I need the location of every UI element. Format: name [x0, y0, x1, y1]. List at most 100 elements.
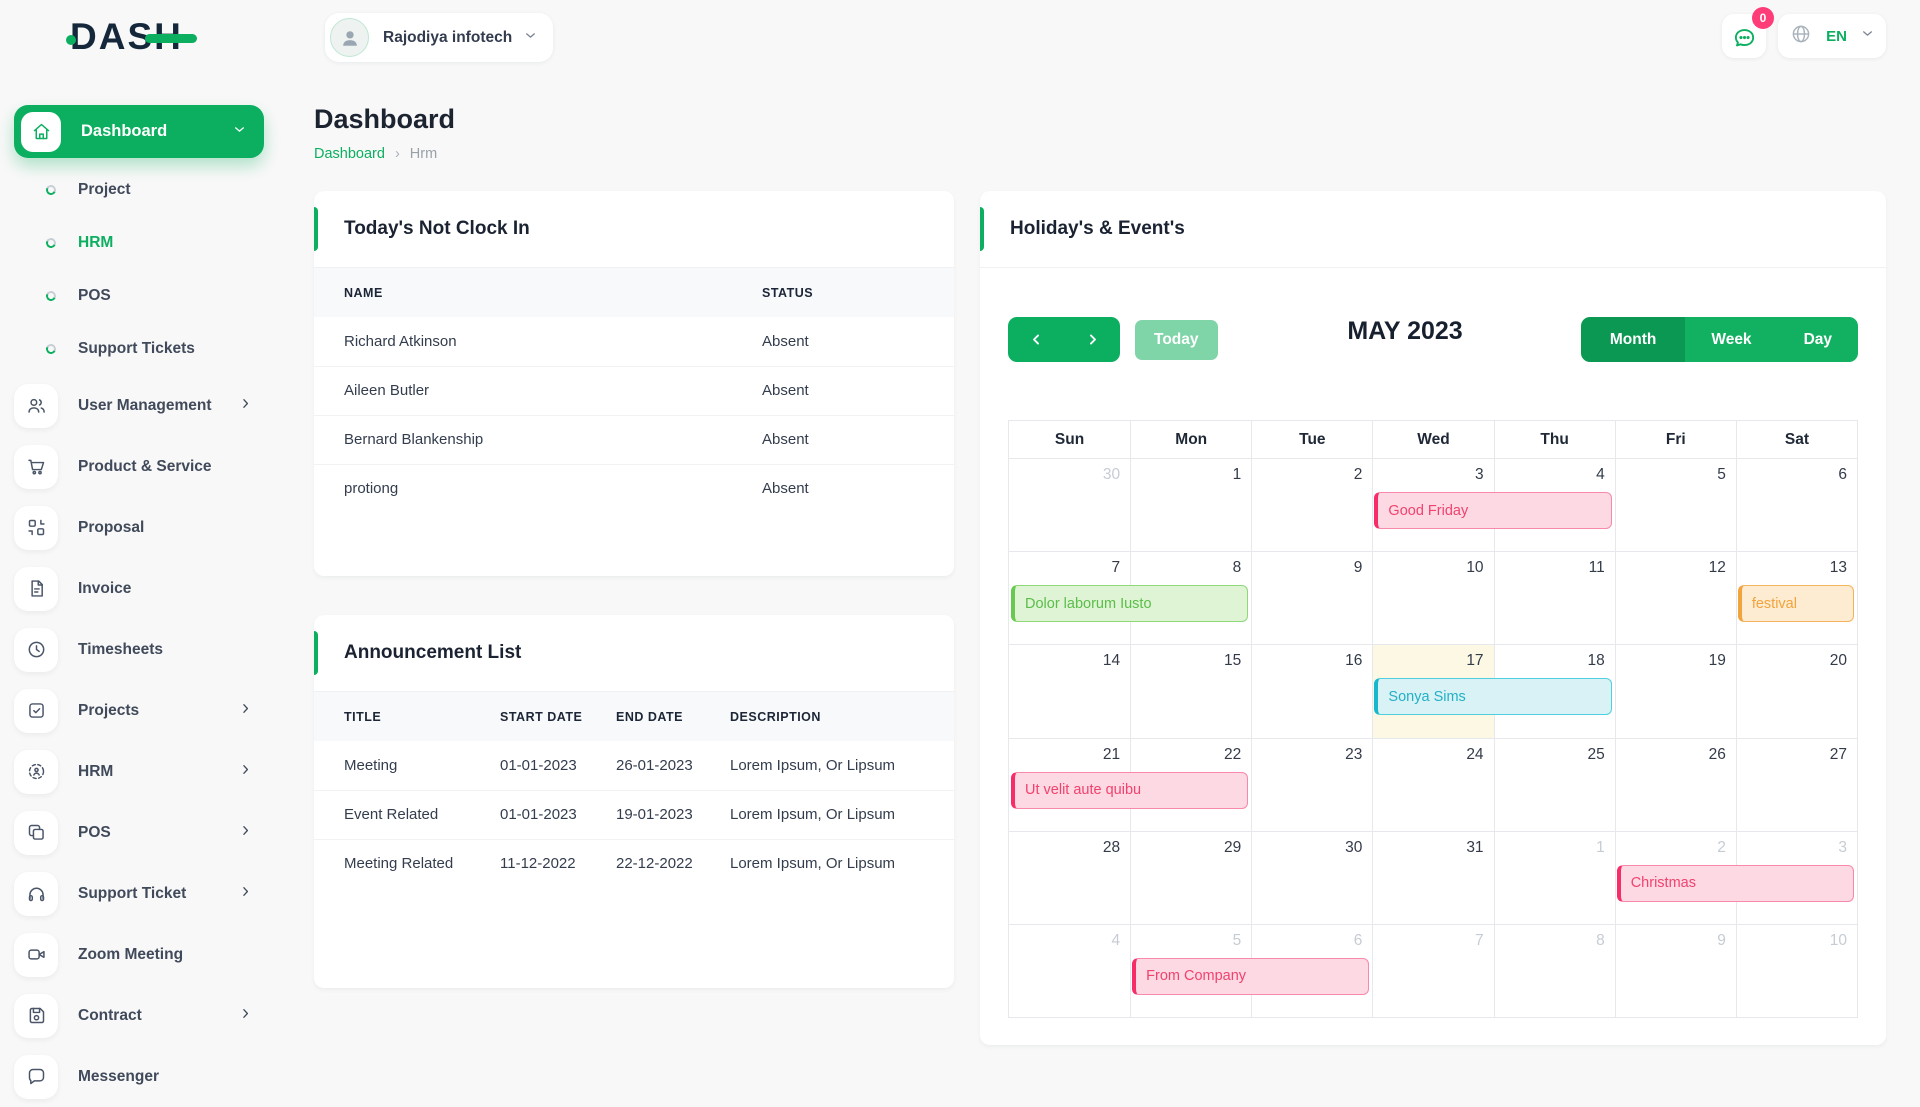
calendar-cell[interactable]: 2: [1251, 459, 1372, 552]
sidebar-item-support-tickets[interactable]: Support Tickets: [14, 322, 264, 375]
cart-icon: [14, 444, 58, 489]
calendar-cell[interactable]: 6: [1735, 459, 1857, 552]
table-cell: Bernard Blankenship: [314, 414, 762, 464]
calendar-cell[interactable]: 30: [1102, 466, 1121, 483]
calendar-cell[interactable]: 11: [1493, 552, 1615, 645]
view-tab-month[interactable]: Month: [1580, 317, 1686, 362]
company-avatar: [330, 18, 369, 57]
sidebar-item-hrm[interactable]: HRM: [14, 216, 264, 269]
prev-month-button[interactable]: [1008, 317, 1064, 362]
calendar-cell[interactable]: 10: [1735, 924, 1857, 1018]
view-tab-week[interactable]: Week: [1685, 317, 1778, 362]
calendar-cell[interactable]: 9: [1614, 924, 1736, 1018]
calendar-week-row: 21 22 23 24 25 26 27 Ut velit aute quibu: [1009, 738, 1857, 832]
notifications-button[interactable]: 0: [1722, 7, 1774, 58]
language-selector[interactable]: EN: [1778, 14, 1886, 58]
calendar-day-header: Thu: [1493, 421, 1615, 458]
calendar-week-row: 7 8 9 10 11 12 13 Dolor laborum Iusto festival: [1009, 552, 1857, 646]
chat-icon: [14, 1054, 58, 1099]
calendar-day-header: Fri: [1614, 421, 1736, 458]
sidebar-item-user-management[interactable]: User Management: [14, 375, 264, 436]
sidebar-item-proposal[interactable]: Proposal: [14, 497, 264, 558]
calendar-cell[interactable]: 1: [1130, 459, 1251, 552]
sidebar-item-projects[interactable]: Projects: [14, 680, 264, 741]
calendar-cell[interactable]: 16: [1251, 645, 1372, 738]
chevron-right-icon: [239, 885, 252, 903]
table-cell: Lorem Ipsum, Or Lipsum: [730, 756, 896, 774]
calendar-cell[interactable]: 26: [1614, 738, 1736, 831]
calendar-cell[interactable]: 28: [1102, 838, 1121, 856]
sidebar-item-invoice[interactable]: Invoice: [14, 558, 264, 619]
calendar-cell[interactable]: 8: [1493, 924, 1615, 1018]
sidebar-item-timesheets[interactable]: Timesheets: [14, 619, 264, 680]
calendar-cell[interactable]: 12: [1614, 552, 1736, 645]
home-icon: [21, 111, 61, 152]
calendar-cell[interactable]: 5: [1614, 459, 1736, 552]
calendar-event[interactable]: Good Friday: [1374, 492, 1612, 529]
sidebar-item-pos[interactable]: POS: [14, 269, 264, 322]
calendar-cell[interactable]: 20: [1735, 645, 1857, 738]
table-cell: Event Related: [314, 789, 500, 839]
card-title: Announcement List: [344, 642, 522, 663]
next-month-button[interactable]: [1064, 317, 1120, 362]
check-square-icon: [14, 688, 58, 733]
chevron-right-icon: [239, 763, 252, 781]
sidebar-item-messenger[interactable]: Messenger: [14, 1046, 264, 1107]
sidebar-item-support-ticket[interactable]: Support Ticket: [14, 863, 264, 924]
calendar-cell[interactable]: 25: [1493, 738, 1615, 831]
calendar-card: Holiday's & Event's Today MAY 2023 Month…: [980, 191, 1886, 1045]
table-row: protiong Absent: [314, 463, 954, 513]
table-cell: protiong: [314, 463, 762, 513]
breadcrumb: Dashboard › Hrm: [314, 146, 437, 162]
users-icon: [14, 383, 58, 428]
calendar-cell[interactable]: 7: [1372, 924, 1493, 1018]
calendar-event[interactable]: Christmas: [1616, 864, 1854, 902]
calendar-cell[interactable]: 29: [1130, 831, 1251, 924]
calendar-cell[interactable]: 13: [1735, 552, 1857, 645]
calendar-cell[interactable]: 24: [1372, 738, 1493, 831]
calendar-cell[interactable]: 31: [1372, 831, 1493, 924]
calendar-cell[interactable]: 3: [1372, 459, 1493, 552]
chevron-down-icon: [1861, 27, 1874, 45]
breadcrumb-root[interactable]: Dashboard: [314, 146, 385, 162]
chevron-down-icon: [233, 123, 246, 141]
column-header: START DATE: [500, 692, 616, 741]
calendar-event[interactable]: Dolor laborum Iusto: [1011, 585, 1249, 623]
calendar-cell[interactable]: 9: [1251, 552, 1372, 645]
calendar-event[interactable]: Ut velit aute quibu: [1011, 771, 1249, 809]
calendar-event[interactable]: Sonya Sims: [1374, 678, 1612, 716]
calendar-event[interactable]: From Company: [1132, 957, 1370, 995]
table-cell: Meeting: [344, 756, 398, 774]
chevron-right-icon: [1089, 334, 1096, 345]
calendar-cell[interactable]: 14: [1102, 652, 1121, 670]
calendar-cell[interactable]: 2: [1614, 831, 1736, 924]
calendar-cell[interactable]: 5: [1130, 924, 1251, 1018]
table-row: Aileen Butler Absent: [314, 365, 954, 415]
calendar-cell[interactable]: 7: [1111, 559, 1121, 577]
calendar-cell[interactable]: 1: [1493, 831, 1615, 924]
sidebar-item-dashboard[interactable]: Dashboard: [14, 105, 264, 158]
calendar-cell[interactable]: 27: [1735, 738, 1857, 831]
card-accent-bar: [314, 207, 318, 251]
sidebar-item-hrm[interactable]: HRM: [14, 741, 264, 802]
sidebar-item-product-service[interactable]: Product & Service: [14, 436, 264, 497]
calendar-cell[interactable]: 30: [1251, 831, 1372, 924]
calendar-event[interactable]: festival: [1737, 585, 1854, 623]
sidebar-item-pos[interactable]: POS: [14, 802, 264, 863]
sidebar-item-contract[interactable]: Contract: [14, 985, 264, 1046]
invoice-icon: [14, 566, 58, 611]
today-button[interactable]: Today: [1135, 320, 1218, 360]
company-selector[interactable]: Rajodiya infotech: [325, 13, 554, 62]
page-title: Dashboard: [314, 104, 456, 134]
sidebar-item-zoom-meeting[interactable]: Zoom Meeting: [14, 924, 264, 985]
calendar-cell[interactable]: 21: [1102, 745, 1121, 763]
calendar-cell[interactable]: 23: [1251, 738, 1372, 831]
sidebar-item-project[interactable]: Project: [14, 163, 264, 216]
view-tab-day[interactable]: Day: [1777, 317, 1858, 362]
calendar-cell[interactable]: 15: [1130, 645, 1251, 738]
calendar-cell[interactable]: 10: [1372, 552, 1493, 645]
calendar-cell[interactable]: 4: [1111, 931, 1121, 949]
ring-icon: [44, 289, 58, 302]
calendar-cell[interactable]: 19: [1614, 645, 1736, 738]
not-clock-in-card: Today's Not Clock In NAME STATUS Richard …: [314, 191, 954, 576]
